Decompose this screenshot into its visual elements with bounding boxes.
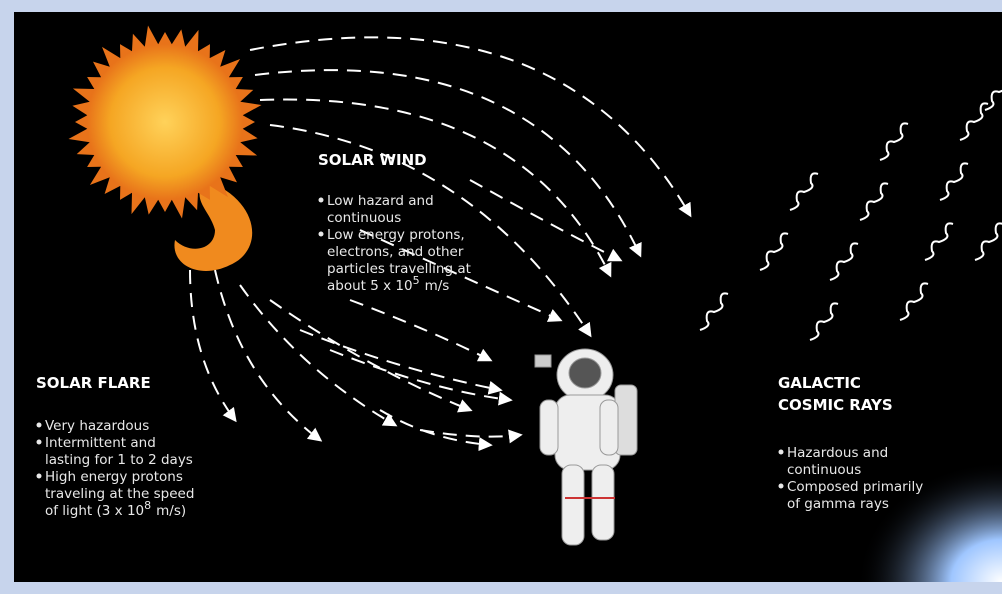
bullet [318, 197, 324, 203]
bullet-text: electrons, and other [327, 244, 464, 260]
bullet [318, 231, 324, 237]
wave [879, 122, 909, 161]
unit: m/s) [156, 503, 186, 519]
bullet-text: High energy protons [45, 469, 183, 485]
bullet [36, 439, 42, 445]
bullet-text: traveling at the speed [45, 486, 194, 502]
wave [789, 172, 819, 211]
wave [959, 102, 989, 141]
dashed-arrow [469, 179, 623, 262]
bullet-text: Low energy protons, [327, 227, 465, 243]
arm [539, 399, 559, 456]
bullet-text: Composed primarily [787, 479, 923, 495]
section-title: SOLAR FLARE [36, 374, 151, 392]
particle-arrows [189, 36, 692, 452]
section-title: SOLAR WIND [318, 151, 427, 169]
wave [899, 282, 929, 321]
wave [984, 89, 1002, 111]
astronaut [534, 348, 638, 546]
bullet-text: continuous [327, 210, 401, 226]
bullet-text: continuous [787, 462, 861, 478]
bullet-text: of light (3 x 108 m/s) [45, 499, 186, 519]
wave [939, 162, 969, 201]
wave [859, 182, 889, 221]
dashed-arrow [299, 329, 503, 395]
dashed-arrow [379, 409, 493, 452]
wave [809, 302, 839, 341]
bullet [778, 483, 784, 489]
arm [599, 399, 619, 456]
section-title: COSMIC RAYS [778, 396, 893, 414]
text-part: of light (3 x 10 [45, 503, 144, 519]
dashed-arrow [329, 349, 513, 406]
earth-glow [760, 380, 1002, 582]
bullet-text: of gamma rays [787, 496, 889, 512]
bullet [36, 473, 42, 479]
section-title: GALACTIC [778, 374, 861, 392]
dashed-arrow [269, 124, 592, 338]
dashed-arrow [189, 269, 237, 423]
wave [759, 232, 789, 271]
bullet-text: particles travelling at [327, 261, 471, 277]
prominence [174, 180, 253, 271]
dashed-arrow [214, 269, 323, 442]
wave [974, 222, 1002, 261]
wave [699, 292, 729, 331]
cosmic-ray-waves [699, 89, 1002, 341]
sun-disk [87, 44, 243, 200]
wave [829, 242, 859, 281]
bullet-text: Hazardous and [787, 445, 888, 461]
leg [561, 464, 585, 546]
bullet-text: Low hazard and [327, 193, 434, 209]
dashed-arrow [359, 229, 563, 322]
bullet-text: lasting for 1 to 2 days [45, 452, 193, 468]
dashed-arrow [269, 299, 473, 413]
dashed-arrow [254, 69, 642, 258]
visor [568, 357, 602, 389]
exponent: 8 [144, 499, 151, 512]
bullet-text: Intermittent and [45, 435, 156, 451]
dashed-arrow [239, 284, 398, 427]
bullet-text: about 5 x 105 m/s [327, 274, 449, 294]
dashed-arrow [349, 299, 493, 362]
unit: m/s [425, 278, 450, 294]
leg [591, 464, 615, 541]
bullet [36, 422, 42, 428]
exponent: 5 [413, 274, 420, 287]
text-part: about 5 x 10 [327, 278, 413, 294]
camera [534, 354, 552, 368]
sun [68, 25, 262, 271]
bullet [778, 449, 784, 455]
dashed-arrow [419, 429, 523, 444]
wave [924, 222, 954, 261]
bullet-text: Very hazardous [45, 418, 149, 434]
